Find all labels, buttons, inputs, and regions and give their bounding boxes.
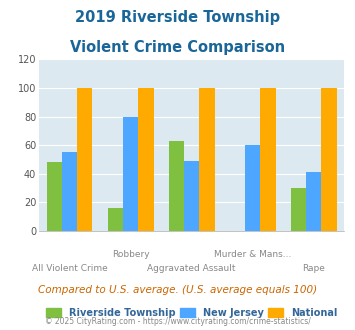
Bar (200, 88, 214, 231)
Text: Aggravated Assault: Aggravated Assault (147, 264, 236, 273)
Bar (62, 152, 77, 231)
Bar (47, 162, 62, 231)
Bar (108, 208, 123, 231)
Bar (169, 141, 184, 231)
Bar (123, 116, 138, 231)
Bar (245, 145, 261, 231)
Bar (306, 172, 322, 231)
Text: Murder & Mans...: Murder & Mans... (214, 250, 291, 259)
Text: Robbery: Robbery (112, 250, 149, 259)
Bar (291, 188, 306, 231)
Bar (322, 88, 337, 231)
Bar (77, 88, 92, 231)
Bar (138, 88, 153, 231)
Text: Rape: Rape (302, 264, 325, 273)
Text: © 2025 CityRating.com - https://www.cityrating.com/crime-statistics/: © 2025 CityRating.com - https://www.city… (45, 317, 310, 326)
Bar (261, 88, 275, 231)
Legend: Riverside Township, New Jersey, National: Riverside Township, New Jersey, National (47, 308, 337, 318)
Text: 2019 Riverside Township: 2019 Riverside Township (75, 10, 280, 25)
Text: All Violent Crime: All Violent Crime (32, 264, 108, 273)
Bar (184, 161, 200, 231)
Text: Compared to U.S. average. (U.S. average equals 100): Compared to U.S. average. (U.S. average … (38, 285, 317, 295)
Text: Violent Crime Comparison: Violent Crime Comparison (70, 40, 285, 54)
